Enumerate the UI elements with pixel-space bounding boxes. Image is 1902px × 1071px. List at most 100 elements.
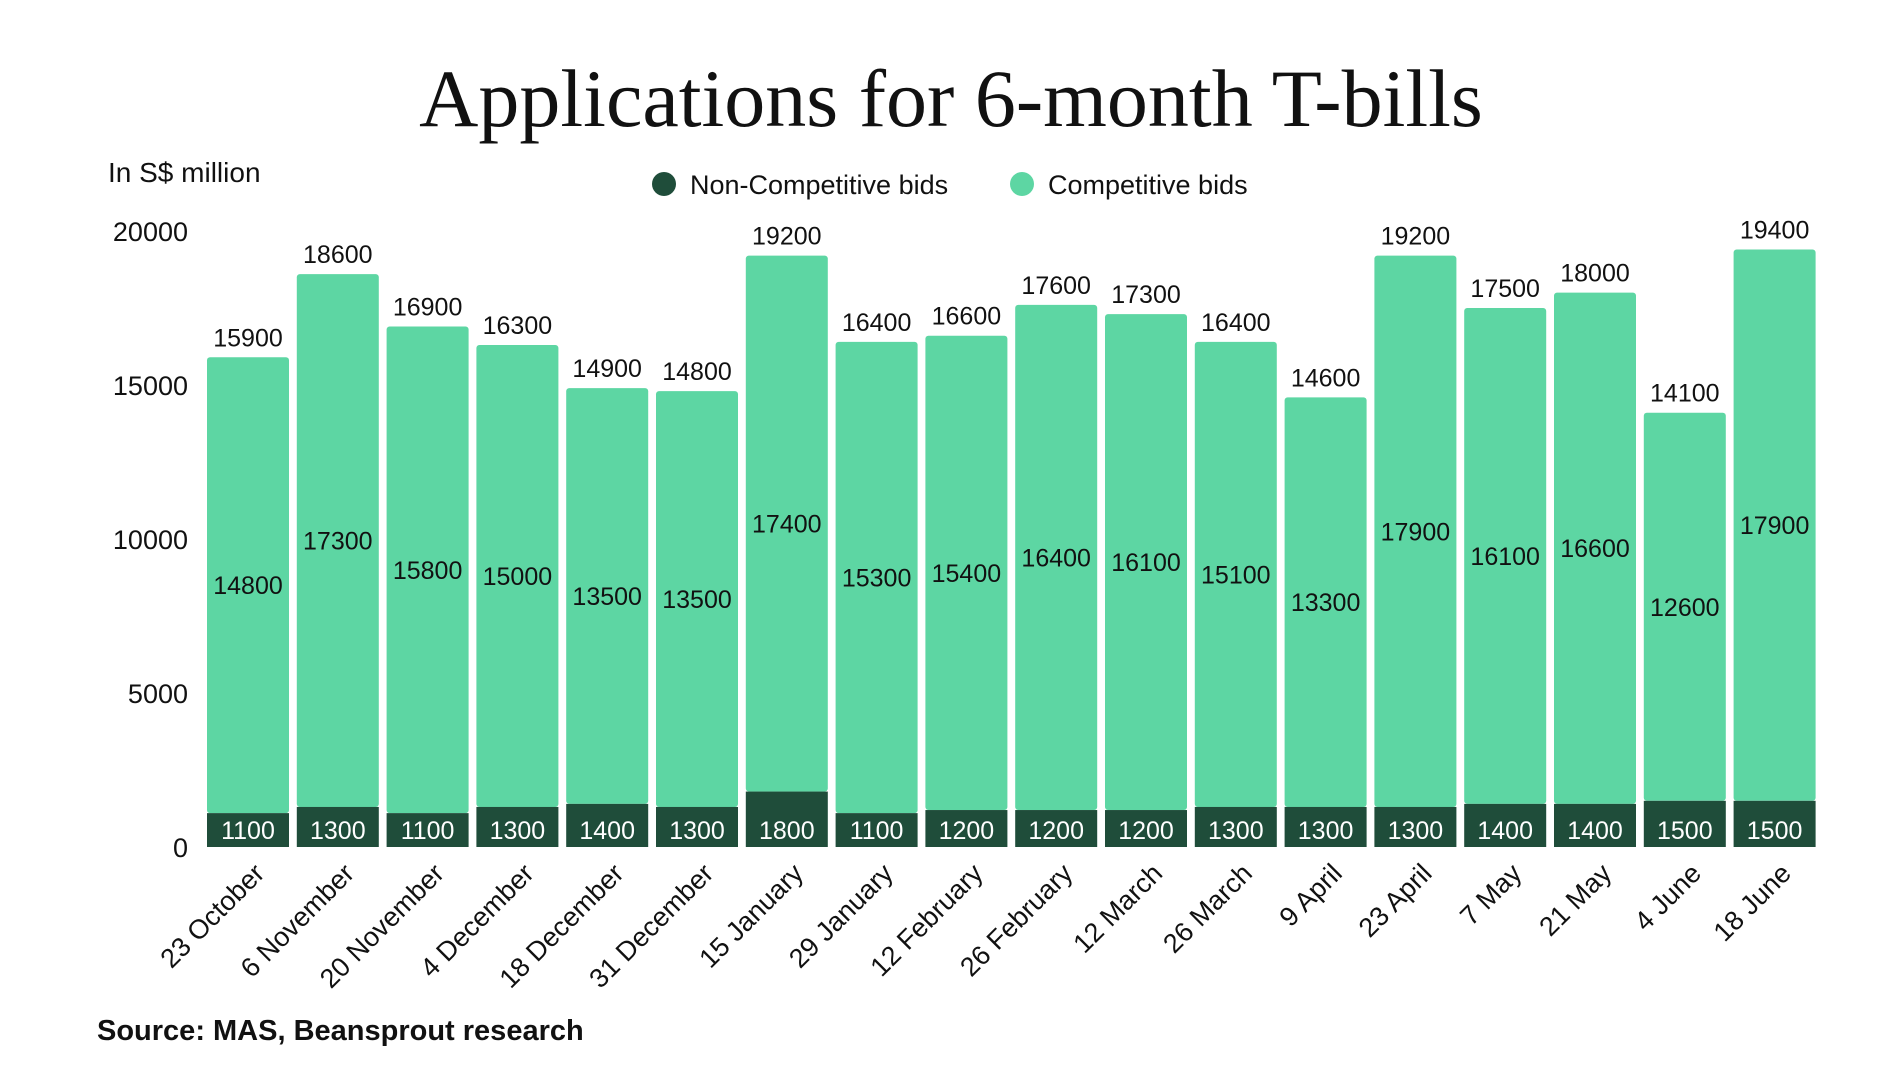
bar-non-competitive	[1194, 806, 1277, 847]
total-label: 14100	[1650, 380, 1720, 408]
bar-competitive	[745, 255, 828, 792]
total-label: 18000	[1560, 260, 1630, 288]
bar-non-competitive	[1733, 800, 1816, 847]
non-competitive-value-label: 1400	[1567, 817, 1623, 845]
bar-competitive	[1374, 255, 1457, 807]
bar-competitive	[1105, 314, 1187, 811]
competitive-value-label: 17900	[1740, 512, 1810, 540]
x-tick-label: 26 March	[1157, 858, 1258, 959]
bar-non-competitive	[1643, 800, 1726, 847]
bar-competitive	[296, 274, 379, 807]
non-competitive-value-label: 1300	[490, 817, 546, 845]
x-tick-label: 21 May	[1533, 858, 1617, 942]
unit-label: In S$ million	[108, 157, 261, 188]
competitive-value-label: 17300	[303, 528, 373, 556]
total-label: 19400	[1740, 216, 1810, 244]
non-competitive-value-label: 1400	[579, 817, 635, 845]
total-label: 18600	[303, 241, 373, 269]
bar-competitive	[207, 357, 289, 814]
non-competitive-value-label: 1300	[1298, 817, 1354, 845]
bar-non-competitive	[296, 806, 379, 847]
bar-non-competitive	[1554, 803, 1636, 847]
bar-non-competitive	[1374, 806, 1457, 847]
legend-label-non-competitive: Non-Competitive bids	[690, 170, 948, 200]
y-tick-label: 20000	[113, 217, 188, 247]
competitive-value-label: 15400	[932, 560, 1002, 588]
competitive-value-label: 12600	[1650, 594, 1720, 622]
competitive-value-label: 15100	[1201, 561, 1271, 589]
bar-non-competitive	[1105, 810, 1187, 847]
x-tick-label: 4 June	[1628, 858, 1707, 937]
bar-non-competitive	[566, 803, 649, 847]
source-note: Source: MAS, Beansprout research	[97, 1015, 584, 1047]
y-axis: 0 5000 10000 15000 20000	[113, 217, 188, 863]
competitive-value-label: 16100	[1111, 549, 1181, 577]
x-tick-label: 23 April	[1353, 858, 1438, 943]
non-competitive-value-label: 1100	[850, 817, 904, 845]
y-tick-label: 0	[173, 833, 188, 863]
total-label: 17300	[1111, 281, 1181, 309]
non-competitive-value-label: 1400	[1477, 817, 1533, 845]
competitive-value-label: 15000	[483, 563, 553, 591]
non-competitive-value-label: 1200	[1028, 817, 1084, 845]
legend: Non-Competitive bids Competitive bids	[652, 170, 1248, 200]
x-tick-label: 18 June	[1708, 858, 1797, 947]
total-label: 16600	[932, 303, 1002, 331]
competitive-value-label: 14800	[213, 572, 283, 600]
total-label: 14800	[662, 358, 732, 386]
bar-competitive	[386, 326, 469, 814]
x-tick-label: 7 May	[1454, 858, 1528, 932]
competitive-value-label: 15300	[842, 565, 912, 593]
bar-non-competitive	[835, 813, 918, 847]
non-competitive-value-label: 1500	[1747, 817, 1803, 845]
non-competitive-value-label: 1200	[939, 817, 995, 845]
non-competitive-value-label: 1300	[1388, 817, 1444, 845]
bar-competitive	[1554, 292, 1636, 804]
bar-competitive	[925, 335, 1008, 811]
bar-competitive	[656, 391, 738, 807]
competitive-value-label: 13500	[662, 586, 732, 614]
y-tick-label: 10000	[113, 525, 188, 555]
total-label: 16900	[393, 293, 463, 321]
bar-competitive	[476, 344, 559, 807]
bar-non-competitive	[656, 806, 738, 847]
total-label: 16400	[1201, 309, 1271, 337]
non-competitive-value-label: 1300	[1208, 817, 1264, 845]
bar-non-competitive	[1284, 806, 1367, 847]
bar-non-competitive	[207, 813, 289, 847]
bar-competitive	[1733, 249, 1816, 801]
bar-non-competitive	[476, 806, 559, 847]
total-label: 14900	[572, 355, 642, 383]
y-tick-label: 5000	[128, 679, 188, 709]
total-label: 14600	[1291, 364, 1361, 392]
total-label: 19200	[752, 223, 822, 251]
legend-label-competitive: Competitive bids	[1048, 170, 1248, 200]
bar-non-competitive	[1464, 803, 1547, 847]
bar-competitive	[1284, 397, 1367, 807]
competitive-value-label: 16400	[1021, 544, 1091, 572]
competitive-value-label: 16100	[1470, 543, 1540, 571]
bar-competitive	[1015, 304, 1098, 811]
competitive-value-label: 17900	[1381, 518, 1451, 546]
bar-competitive	[1643, 412, 1726, 801]
legend-swatch-competitive	[1010, 172, 1034, 196]
bar-competitive	[1194, 341, 1277, 807]
non-competitive-value-label: 1300	[669, 817, 725, 845]
competitive-value-label: 13300	[1291, 589, 1361, 617]
competitive-value-label: 13500	[572, 583, 642, 611]
non-competitive-value-label: 1500	[1657, 817, 1713, 845]
competitive-value-label: 15800	[393, 557, 463, 585]
bar-non-competitive	[745, 791, 828, 847]
non-competitive-value-label: 1300	[310, 817, 366, 845]
bar-competitive	[566, 388, 649, 804]
total-label: 16300	[483, 312, 553, 340]
competitive-value-label: 16600	[1560, 535, 1630, 563]
x-tick-label: 12 March	[1067, 858, 1168, 959]
bar-non-competitive	[1015, 810, 1098, 847]
total-label: 17600	[1021, 272, 1091, 300]
non-competitive-value-label: 1100	[401, 817, 455, 845]
non-competitive-value-label: 1800	[759, 817, 815, 845]
bars: 15900 14800 1100 18600 17300 1300 16900 15800 11…	[207, 216, 1816, 847]
